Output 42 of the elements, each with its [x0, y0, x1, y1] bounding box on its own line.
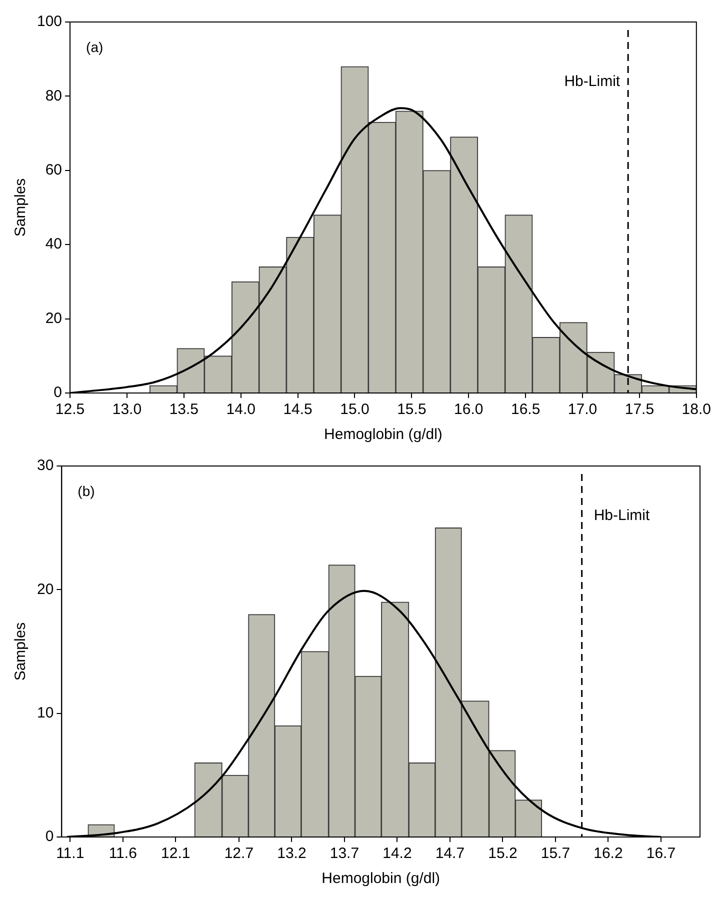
x-axis-title: Hemoglobin (g/dl) — [322, 870, 440, 888]
y-tick-label: 0 — [45, 828, 54, 846]
y-tick-label: 60 — [45, 162, 62, 179]
x-tick-label: 14.7 — [435, 845, 465, 862]
x-tick-label: 13.5 — [169, 401, 199, 418]
x-tick-label: 16.2 — [594, 845, 623, 862]
x-tick-label: 16.0 — [454, 401, 484, 418]
y-tick-label: 80 — [45, 87, 62, 104]
x-tick-label: 12.5 — [55, 401, 85, 418]
x-tick-label: 12.7 — [224, 845, 254, 862]
y-tick-label: 10 — [36, 704, 54, 722]
x-tick-label: 13.2 — [277, 845, 306, 862]
x-tick-label: 14.2 — [382, 845, 412, 862]
x-tick-label: 17.0 — [568, 401, 598, 418]
y-tick-label: 30 — [36, 457, 54, 474]
x-tick-label: 11.6 — [108, 845, 137, 862]
x-tick-label: 14.5 — [283, 401, 312, 418]
x-axis-title: Hemoglobin (g/dl) — [324, 426, 442, 444]
x-tick-label: 15.7 — [540, 845, 570, 862]
x-tick-label: 13.0 — [112, 401, 142, 418]
x-tick-label: 15.2 — [488, 845, 518, 862]
x-tick-label: 12.1 — [161, 845, 190, 862]
x-tick-label: 17.5 — [624, 401, 654, 418]
x-tick-label: 13.7 — [330, 845, 360, 862]
x-tick-label: 15.5 — [397, 401, 426, 418]
x-tick-label: 16.7 — [646, 845, 676, 862]
y-axis-title: Samples — [12, 178, 30, 237]
y-tick-label: 20 — [45, 310, 62, 327]
y-tick-label: 20 — [36, 580, 54, 598]
x-tick-label: 15.0 — [340, 401, 370, 418]
x-tick-label: 18.0 — [682, 401, 712, 418]
y-tick-label: 40 — [45, 236, 62, 253]
x-tick-label: 16.5 — [510, 401, 540, 418]
ref-line-label: Hb-Limit — [594, 507, 651, 524]
x-tick-label: 11.1 — [56, 845, 84, 862]
annotation: (b) — [78, 482, 95, 499]
ref-line-label: Hb-Limit — [564, 73, 621, 90]
annotation: (a) — [86, 38, 104, 55]
y-tick-label: 100 — [36, 13, 62, 30]
x-tick-label: 14.0 — [226, 401, 256, 418]
y-tick-label: 0 — [54, 384, 62, 402]
y-axis-title: Samples — [12, 622, 30, 681]
